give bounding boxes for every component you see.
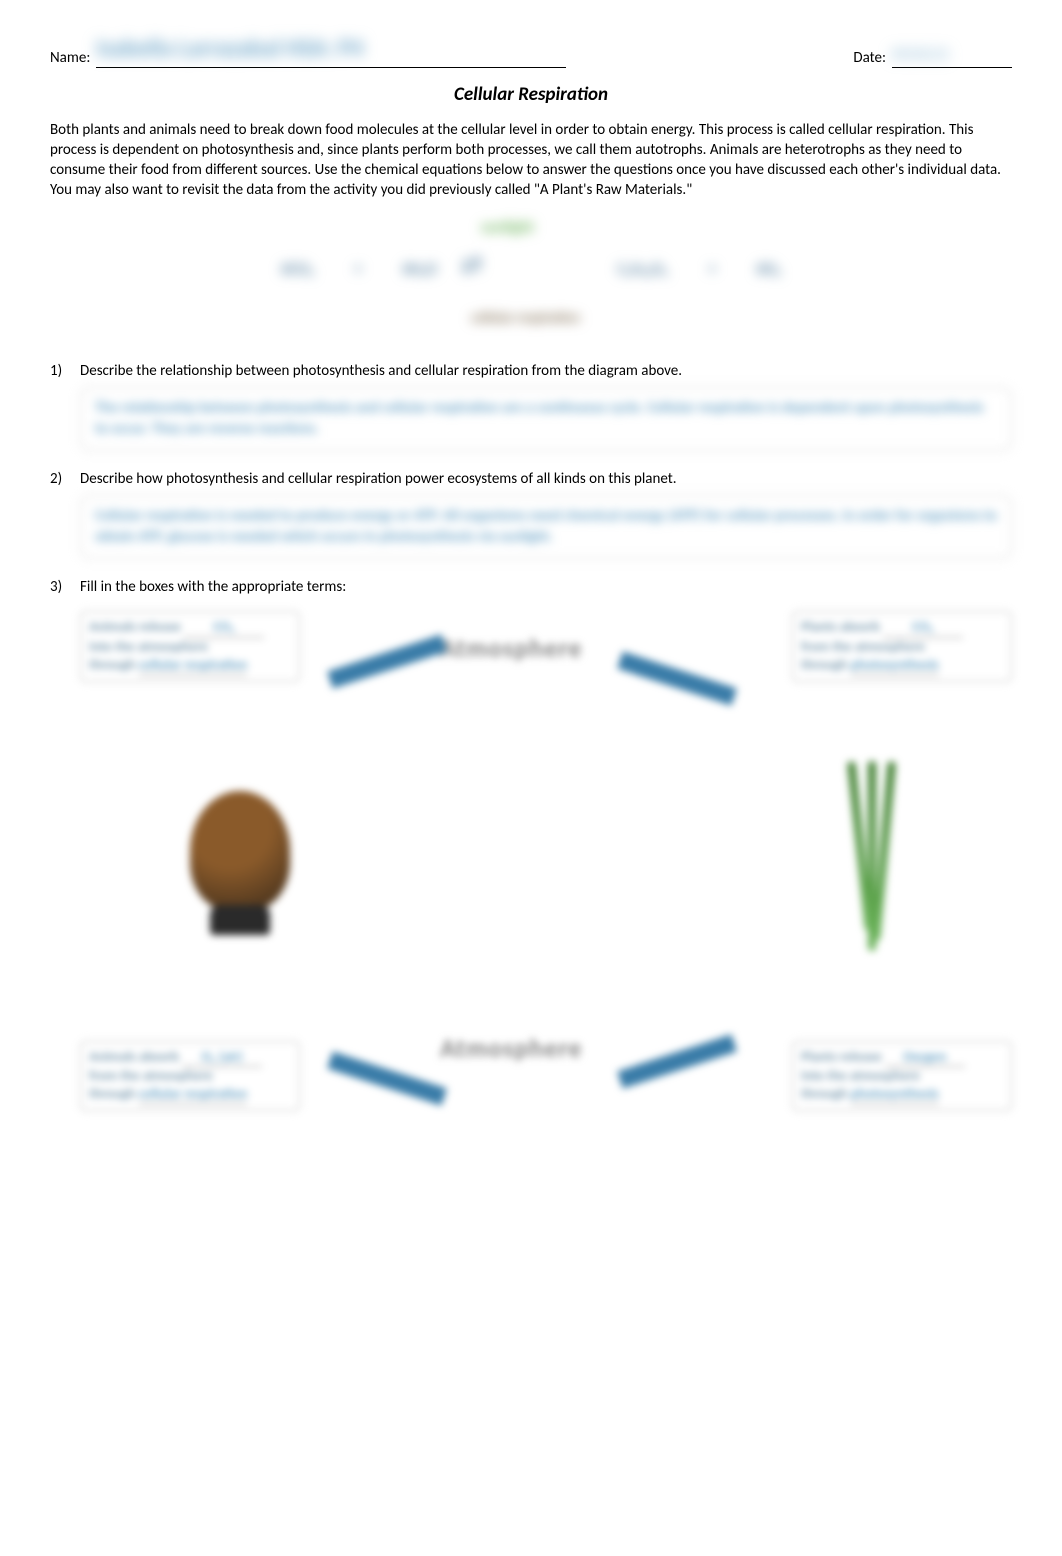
answer-box-2[interactable]: Cellular respiration is needed to produc… <box>80 495 1012 559</box>
equation-term: C₆H₁₂O₆ <box>618 259 668 281</box>
question-3: 3) Fill in the boxes with the appropriat… <box>50 577 1012 597</box>
animal-icon <box>190 791 290 911</box>
question-number: 1) <box>50 361 80 381</box>
equation-plus: + <box>708 259 716 281</box>
equation-term: 6CO₂ <box>281 259 314 281</box>
name-field[interactable]: Isabella Larrazabal HSA: P4 <box>96 40 566 68</box>
question-text: Fill in the boxes with the appropriate t… <box>80 577 1012 597</box>
header-row: Name: Isabella Larrazabal HSA: P4 Date: … <box>50 40 1012 68</box>
name-fill-hidden: Isabella Larrazabal HSA: P4 <box>96 33 363 65</box>
name-label: Name: <box>50 48 90 68</box>
atmosphere-bottom-label: Atmosphere <box>440 1031 583 1066</box>
cycle-arrow-icon <box>617 652 737 706</box>
question-1: 1) Describe the relationship between pho… <box>50 361 1012 381</box>
answer-box-1[interactable]: The relationship between photosynthesis … <box>80 387 1012 451</box>
cycle-arrow-icon <box>327 1052 447 1106</box>
date-fill-hidden: 09/03/21 <box>892 45 949 65</box>
intro-paragraph: Both plants and animals need to break do… <box>50 120 1012 201</box>
box-top-left[interactable]: Animals release CO₂ into the atmosphere … <box>80 611 300 682</box>
equation-term: 6O₂ <box>756 259 780 281</box>
box-top-right[interactable]: Plants absorb CO₂ from the atmosphere th… <box>792 611 1012 682</box>
date-label: Date: <box>853 48 886 68</box>
box-bottom-right[interactable]: Plants release Oxygen into the atmospher… <box>792 1041 1012 1112</box>
question-number: 3) <box>50 577 80 597</box>
cycle-arrow-icon <box>327 635 447 689</box>
question-text: Describe how photosynthesis and cellular… <box>80 469 1012 489</box>
cycle-diagram: Atmosphere Atmosphere Animals release CO… <box>80 611 1012 1111</box>
box-bottom-left[interactable]: Animals absorb O₂ (air) from the atmosph… <box>80 1041 300 1112</box>
question-text: Describe the relationship between photos… <box>80 361 1012 381</box>
question-number: 2) <box>50 469 80 489</box>
atmosphere-top-label: Atmosphere <box>440 631 583 666</box>
date-field[interactable]: 09/03/21 <box>892 40 1012 68</box>
question-2: 2) Describe how photosynthesis and cellu… <box>50 469 1012 489</box>
plant-icon <box>852 761 892 961</box>
equation-top-label: sunlight <box>481 217 534 239</box>
equation-diagram: sunlight ⇄ 6CO₂ + 6H₂O C₆H₁₂O₆ + 6O₂ cel… <box>261 217 801 337</box>
equation-bottom-label: cellular respiration <box>471 309 580 328</box>
cycle-arrow-icon <box>617 1035 737 1089</box>
equation-plus: + <box>354 259 362 281</box>
page-title: Cellular Respiration <box>50 82 1012 108</box>
equation-term: 6H₂O <box>402 259 436 281</box>
